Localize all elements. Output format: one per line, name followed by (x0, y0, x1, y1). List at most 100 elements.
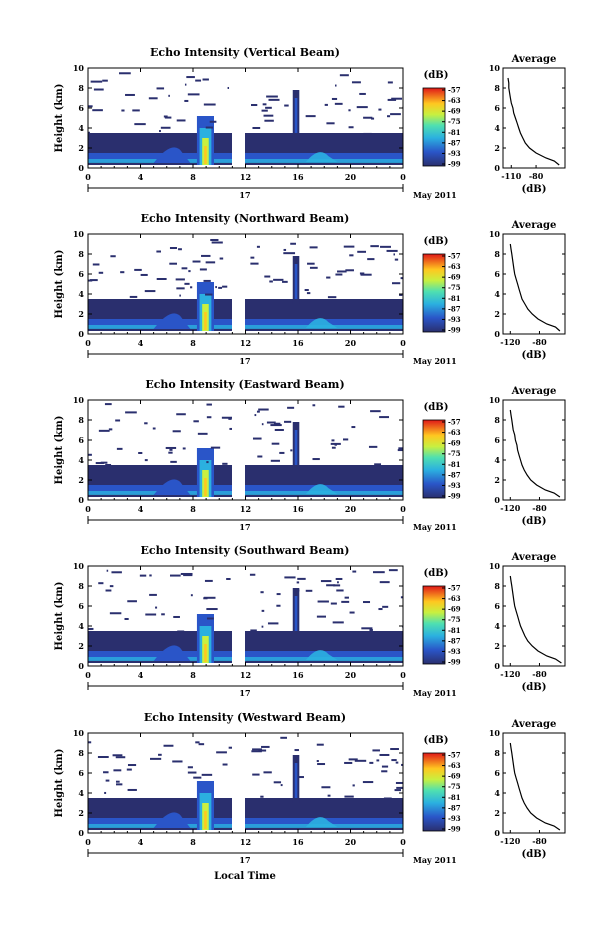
average-y-tick-label: 8 (494, 748, 500, 758)
echo-feature (153, 147, 191, 163)
day-label: 17 (239, 688, 250, 698)
sparse-echo (187, 93, 200, 96)
sparse-echo (155, 606, 158, 609)
sparse-echo (197, 432, 208, 435)
echo-layer-low (88, 485, 403, 494)
y-tick-label: 4 (78, 788, 84, 798)
sparse-echo (295, 589, 300, 592)
sparse-echo (269, 280, 273, 283)
sparse-echo (261, 745, 270, 748)
sparse-echo (187, 771, 197, 774)
sparse-echo (156, 250, 161, 253)
sparse-echo (164, 116, 172, 119)
x-tick-label: 20 (345, 837, 357, 847)
sparse-echo (261, 625, 264, 628)
sparse-echo (125, 411, 137, 414)
x-tick-label: 20 (345, 338, 357, 348)
average-x-tick-label: -80 (532, 503, 547, 513)
x-tick-label: 12 (240, 172, 251, 182)
sparse-echo (262, 103, 267, 106)
sparse-echo (327, 296, 337, 299)
day-label: 17 (239, 522, 250, 532)
sparse-echo (309, 266, 318, 269)
sparse-echo (386, 249, 398, 252)
x-tick-label: 8 (190, 670, 196, 680)
sparse-echo (344, 761, 353, 764)
sparse-echo (387, 115, 391, 118)
sparse-echo (144, 422, 148, 425)
average-frame (502, 732, 566, 834)
colorbar-tick-label: -63 (448, 761, 461, 770)
convective-column (204, 644, 207, 662)
sparse-echo (160, 126, 171, 129)
sparse-echo (351, 81, 361, 84)
sparse-echo (121, 109, 125, 112)
panel-4: Echo Intensity (Westward Beam) 0 2 4 6 8 10 0 4 8… (54, 711, 566, 865)
sparse-echo (152, 427, 156, 430)
heatmap-body (88, 733, 403, 833)
average-y-tick-label: 6 (494, 435, 500, 445)
colorbar-tick-label: -93 (448, 315, 461, 324)
y-tick-label: 0 (78, 495, 84, 505)
sparse-echo (250, 262, 259, 265)
average-y-tick-label: 4 (494, 455, 500, 465)
sparse-echo (188, 270, 191, 273)
colorbar-unit: (dB) (424, 236, 449, 247)
sparse-echo (276, 593, 281, 596)
x-tick-label: 0 (85, 172, 91, 182)
sparse-echo (148, 97, 158, 100)
average-y-tick-label: 0 (494, 163, 500, 173)
sparse-echo (249, 573, 256, 576)
sparse-echo (370, 245, 379, 248)
sparse-echo (257, 455, 263, 458)
convective-column (204, 478, 207, 496)
average-y-tick-label: 6 (494, 768, 500, 778)
sparse-echo (261, 609, 265, 612)
average-title: Average (511, 552, 557, 563)
sparse-echo (348, 126, 354, 129)
colorbar-tick-label: -63 (448, 428, 461, 437)
sparse-echo (316, 743, 324, 746)
sparse-echo (125, 93, 135, 96)
plume (294, 264, 298, 299)
sparse-echo (106, 464, 108, 467)
average-y-tick-label: 8 (494, 249, 500, 259)
sparse-echo (119, 72, 131, 75)
sparse-echo (360, 273, 372, 276)
average-profile-line (509, 243, 561, 332)
sparse-echo (104, 791, 107, 794)
echo-layer-low (88, 818, 403, 827)
sparse-echo (105, 463, 112, 466)
average-profile-line (507, 77, 560, 166)
sparse-echo (363, 116, 373, 119)
sparse-echo (102, 79, 108, 82)
heatmap-body (88, 234, 403, 334)
sparse-echo (173, 615, 180, 618)
sparse-echo (158, 753, 162, 756)
sparse-echo (229, 427, 233, 430)
sparse-echo (284, 576, 296, 579)
sparse-echo (270, 424, 282, 427)
sparse-echo (116, 447, 123, 450)
y-tick-label: 2 (78, 475, 84, 485)
average-x-tick-label: -80 (532, 836, 547, 846)
sparse-echo (263, 771, 272, 774)
sparse-echo (264, 119, 274, 122)
sparse-echo (331, 439, 335, 442)
sparse-echo (331, 97, 338, 100)
sparse-echo (203, 597, 208, 600)
sparse-echo (210, 238, 219, 241)
y-tick-label: 10 (73, 561, 85, 571)
sparse-echo (381, 770, 388, 773)
panel-title: Echo Intensity (Eastward Beam) (145, 378, 344, 391)
sparse-echo (266, 421, 276, 424)
sparse-echo (370, 117, 375, 120)
echo-feature (305, 650, 338, 660)
data-gap (232, 68, 245, 168)
x-tick-label: 4 (138, 837, 144, 847)
sparse-echo (169, 448, 173, 451)
sparse-echo (92, 263, 100, 266)
sparse-echo (312, 458, 320, 461)
sparse-echo (326, 584, 336, 587)
